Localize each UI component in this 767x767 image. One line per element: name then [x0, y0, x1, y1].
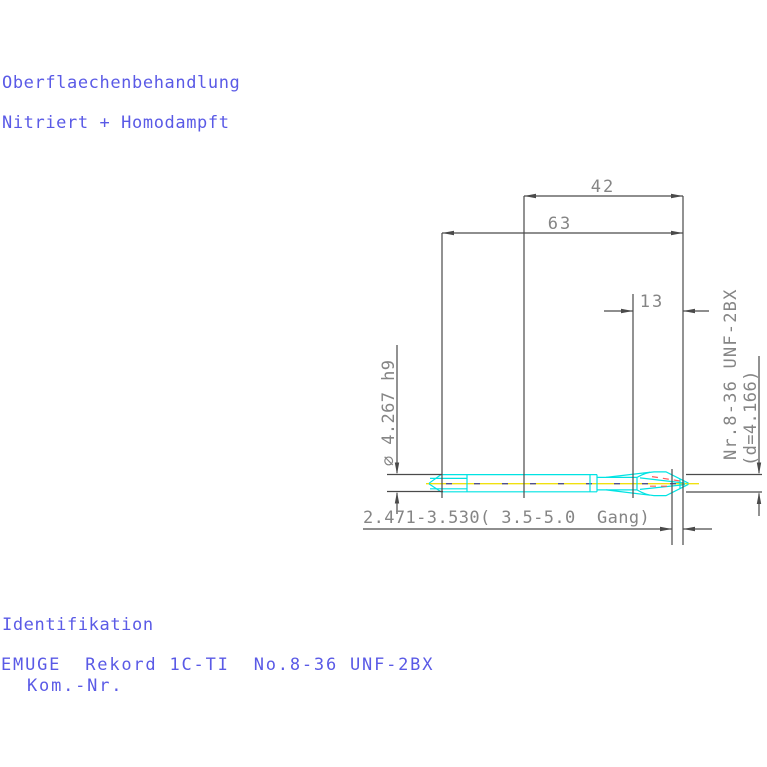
dim-42-label: 42: [591, 177, 615, 197]
dimension-lines: [363, 193, 762, 532]
tap-outline: [428, 471, 689, 497]
dim-63-label: 63: [548, 214, 572, 234]
identification-heading: Identifikation: [2, 615, 154, 635]
identification-commission-label: Kom.-Nr.: [27, 676, 124, 696]
extension-lines: [387, 196, 762, 545]
hidden-lines: [650, 476, 685, 487]
thread-diameter-label: (d=4.166): [741, 370, 761, 466]
shank-diameter-label: ∅ 4.267 h9: [379, 360, 399, 466]
surface-treatment-heading: Oberflaechenbehandlung: [2, 73, 241, 93]
chamfer-length-label: 2.471-3.530( 3.5-5.0 Gang): [363, 508, 650, 528]
dim-13-label: 13: [640, 292, 664, 312]
surface-treatment-value: Nitriert + Homodampft: [2, 113, 230, 133]
thread-designation-label: Nr.8-36 UNF-2BX: [721, 288, 741, 460]
identification-product-line: EMUGE Rekord 1C-TI No.8-36 UNF-2BX: [1, 655, 435, 675]
